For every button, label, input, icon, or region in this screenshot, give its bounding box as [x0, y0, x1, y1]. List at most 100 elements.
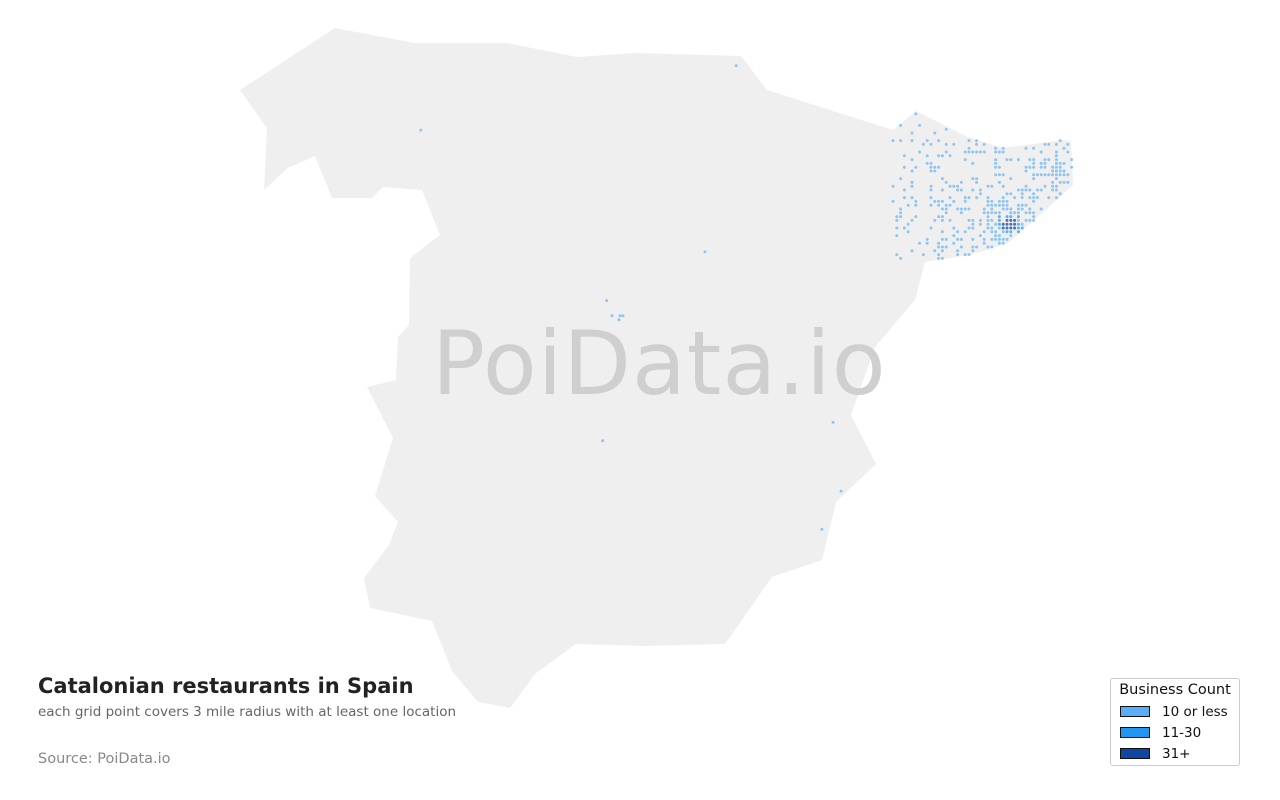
grid-point — [1066, 150, 1070, 154]
grid-point — [944, 211, 948, 215]
grid-point — [971, 245, 975, 249]
grid-point — [1001, 184, 1005, 188]
grid-point — [1054, 165, 1058, 169]
grid-point — [1032, 218, 1036, 222]
grid-point — [605, 299, 609, 303]
grid-point — [1032, 173, 1036, 177]
grid-point — [1058, 180, 1062, 184]
grid-point — [929, 169, 933, 173]
grid-point — [933, 199, 937, 203]
grid-point — [1005, 218, 1009, 222]
grid-point — [959, 211, 963, 215]
grid-point — [940, 237, 944, 241]
grid-point — [994, 173, 998, 177]
grid-point — [1028, 188, 1032, 192]
grid-point — [1047, 142, 1051, 146]
grid-point — [1043, 165, 1047, 169]
grid-point — [944, 203, 948, 207]
grid-point — [1005, 158, 1009, 162]
grid-point — [925, 154, 929, 158]
grid-point — [956, 184, 960, 188]
grid-point — [419, 128, 423, 132]
grid-point — [1016, 222, 1020, 226]
grid-point — [990, 230, 994, 234]
grid-point — [1024, 165, 1028, 169]
grid-point — [1066, 180, 1070, 184]
grid-point — [975, 180, 979, 184]
grid-point — [997, 199, 1001, 203]
legend-title: Business Count — [1119, 682, 1231, 698]
grid-point — [967, 150, 971, 154]
grid-point — [967, 226, 971, 230]
grid-point — [1005, 199, 1009, 203]
grid-point — [963, 158, 967, 162]
grid-point — [971, 150, 975, 154]
grid-point — [1005, 207, 1009, 211]
grid-point — [1024, 203, 1028, 207]
grid-point — [975, 150, 979, 154]
grid-point — [1009, 207, 1013, 211]
grid-point — [1001, 222, 1005, 226]
grid-point — [1001, 241, 1005, 245]
grid-point — [1062, 180, 1066, 184]
grid-point — [937, 154, 941, 158]
grid-point — [1009, 226, 1013, 230]
grid-point — [937, 241, 941, 245]
grid-point — [940, 218, 944, 222]
grid-point — [1043, 173, 1047, 177]
grid-point — [978, 150, 982, 154]
grid-point — [1009, 222, 1013, 226]
grid-point — [1028, 207, 1032, 211]
grid-point — [601, 439, 605, 443]
grid-point — [952, 142, 956, 146]
grid-point — [937, 215, 941, 219]
grid-point — [967, 218, 971, 222]
grid-point — [1016, 211, 1020, 215]
grid-point — [982, 150, 986, 154]
grid-point — [1024, 211, 1028, 215]
grid-point — [1032, 199, 1036, 203]
grid-point — [918, 150, 922, 154]
grid-point — [978, 218, 982, 222]
legend-swatch-high — [1120, 748, 1150, 759]
grid-point — [1001, 203, 1005, 207]
grid-point — [1032, 211, 1036, 215]
grid-point — [891, 199, 895, 203]
grid-point — [994, 222, 998, 226]
grid-point — [959, 188, 963, 192]
grid-point — [1013, 222, 1017, 226]
grid-point — [895, 215, 899, 219]
grid-point — [1005, 230, 1009, 234]
grid-point — [967, 253, 971, 257]
grid-point — [944, 180, 948, 184]
grid-point — [1009, 158, 1013, 162]
grid-point — [1009, 211, 1013, 215]
grid-point — [937, 256, 941, 260]
grid-point — [997, 222, 1001, 226]
grid-point — [937, 165, 941, 169]
grid-point — [978, 192, 982, 196]
grid-point — [1058, 139, 1062, 143]
grid-point — [986, 226, 990, 230]
grid-point — [982, 142, 986, 146]
grid-point — [902, 154, 906, 158]
grid-point — [914, 215, 918, 219]
grid-point — [982, 237, 986, 241]
grid-point — [967, 146, 971, 150]
grid-point — [899, 215, 903, 219]
grid-point — [1032, 161, 1036, 165]
grid-point — [1032, 146, 1036, 150]
grid-point — [1005, 226, 1009, 230]
grid-point — [929, 142, 933, 146]
grid-point — [940, 154, 944, 158]
grid-point — [1016, 226, 1020, 230]
grid-point — [906, 222, 910, 226]
grid-point — [1035, 173, 1039, 177]
grid-point — [959, 207, 963, 211]
grid-point — [952, 241, 956, 245]
grid-point — [891, 139, 895, 143]
grid-point — [994, 146, 998, 150]
grid-point — [990, 184, 994, 188]
grid-point — [1058, 169, 1062, 173]
